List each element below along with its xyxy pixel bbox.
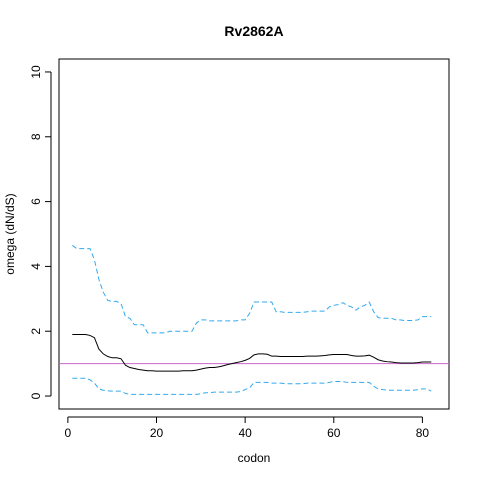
y-tick-label: 8 bbox=[29, 133, 43, 140]
y-tick-label: 6 bbox=[29, 198, 43, 205]
y-tick-label: 4 bbox=[29, 263, 43, 270]
x-axis-label: codon bbox=[238, 451, 271, 465]
y-tick-label: 0 bbox=[29, 392, 43, 399]
x-tick-label: 60 bbox=[327, 426, 341, 440]
plot-frame bbox=[58, 58, 450, 410]
y-axis-label: omega (dN/dS) bbox=[3, 193, 17, 274]
x-tick-label: 80 bbox=[416, 426, 430, 440]
y-axis: 0 2 4 6 8 10 bbox=[29, 65, 52, 399]
series-line-lower bbox=[72, 377, 432, 395]
x-axis: 0 20 40 60 80 bbox=[65, 416, 430, 440]
series-layer bbox=[72, 244, 432, 395]
series-line-upper bbox=[72, 244, 432, 334]
x-tick-label: 20 bbox=[150, 426, 164, 440]
x-tick-label: 40 bbox=[238, 426, 252, 440]
series-line-mean bbox=[72, 333, 432, 372]
y-tick-label: 2 bbox=[29, 328, 43, 335]
x-tick-label: 0 bbox=[65, 426, 72, 440]
y-tick-label: 10 bbox=[29, 65, 43, 79]
chart-title: Rv2862A bbox=[224, 23, 283, 39]
